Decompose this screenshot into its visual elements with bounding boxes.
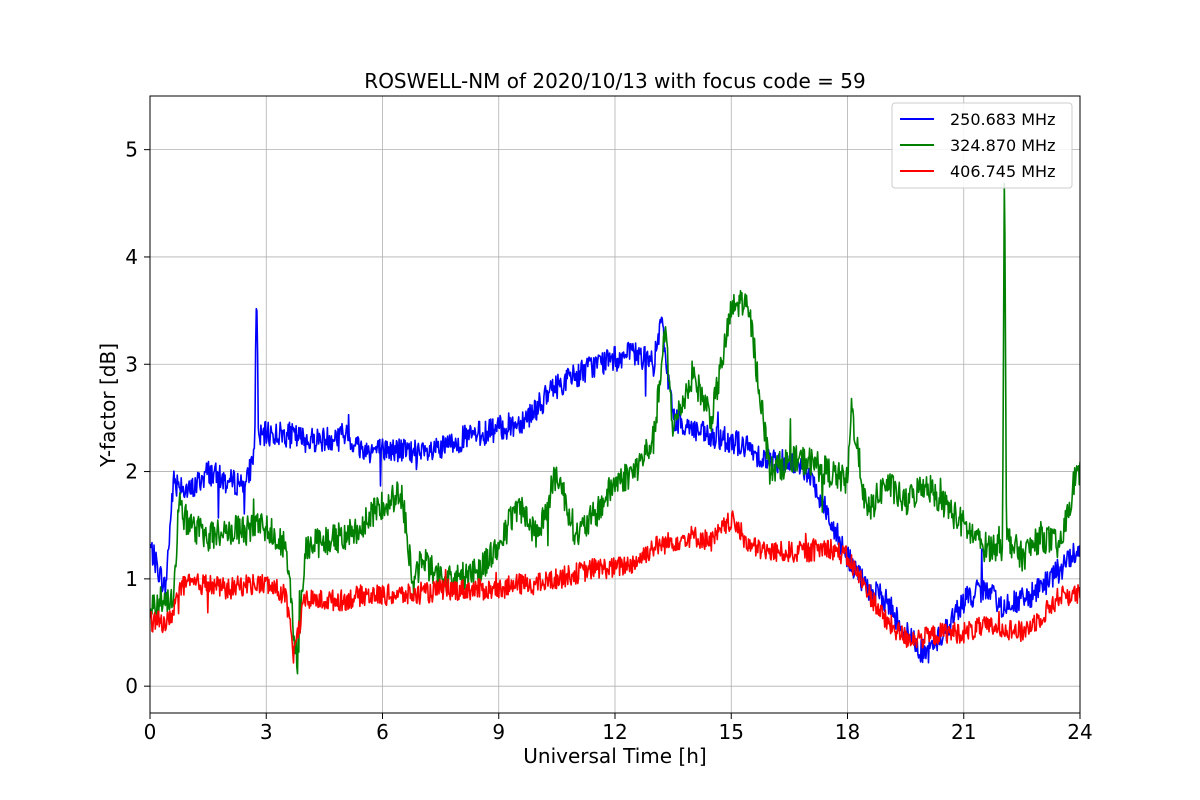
series-line-1	[150, 182, 1080, 675]
y-tick-label: 5	[125, 138, 138, 162]
x-axis-label: Universal Time [h]	[523, 744, 706, 768]
legend: 250.683 MHz 324.870 MHz 406.745 MHz	[891, 102, 1073, 189]
legend-box	[891, 102, 1073, 189]
y-axis-label: Y-factor [dB]	[96, 343, 120, 468]
y-tick-label: 2	[125, 460, 138, 484]
x-tick-label: 3	[260, 720, 273, 744]
x-tick-label: 21	[951, 720, 976, 744]
y-tick-label: 0	[125, 674, 138, 698]
chart-title: ROSWELL-NM of 2020/10/13 with focus code…	[364, 69, 865, 93]
x-tick-label: 12	[602, 720, 627, 744]
series-layer	[150, 182, 1080, 675]
x-tick-label: 6	[376, 720, 389, 744]
series-line-0	[150, 307, 1080, 664]
y-tick-label: 4	[125, 245, 138, 269]
x-tick-label: 24	[1067, 720, 1092, 744]
y-tick-label: 3	[125, 352, 138, 376]
x-tick-label: 0	[144, 720, 157, 744]
legend-label: 324.870 MHz	[950, 136, 1055, 155]
legend-label: 406.745 MHz	[950, 162, 1055, 181]
series-line-2	[150, 510, 1080, 664]
y-tick-label: 1	[125, 567, 138, 591]
x-tick-label: 18	[835, 720, 860, 744]
legend-label: 250.683 MHz	[950, 110, 1055, 129]
x-tick-label: 9	[492, 720, 505, 744]
x-tick-label: 15	[719, 720, 744, 744]
